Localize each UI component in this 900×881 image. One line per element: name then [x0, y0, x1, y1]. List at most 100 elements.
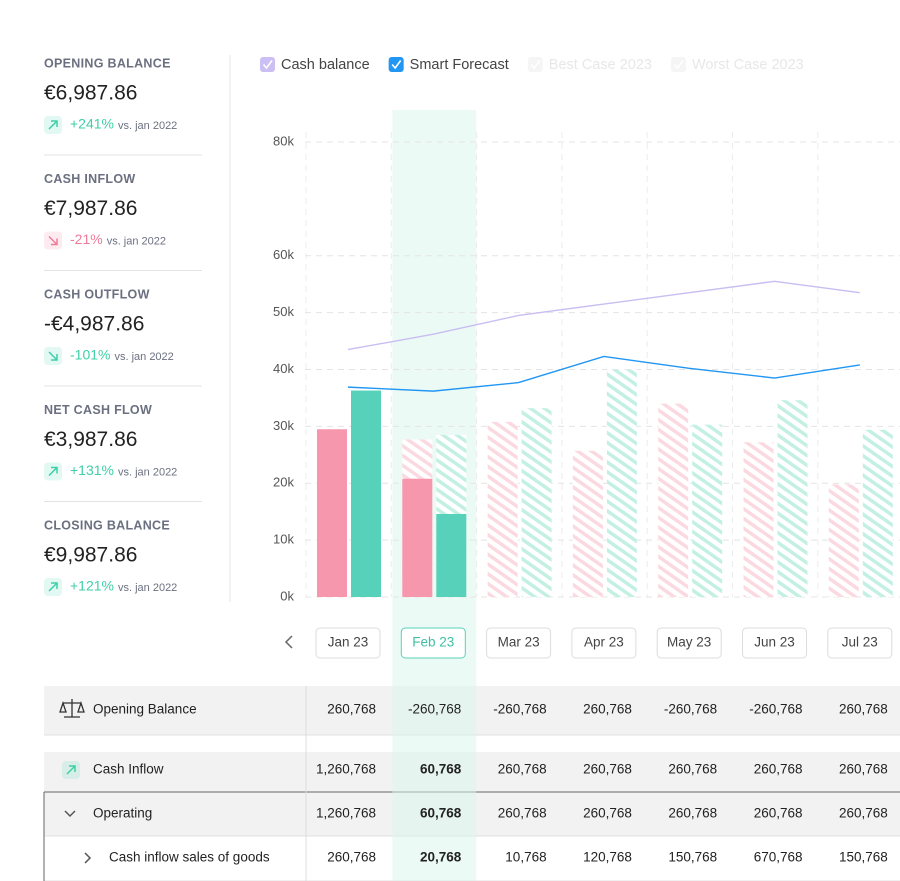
- checkmark: [262, 60, 273, 70]
- line: [347, 355, 860, 392]
- kpi-change: +241%: [70, 116, 114, 132]
- trend-icon: [48, 351, 58, 361]
- category-button[interactable]: [400, 627, 466, 659]
- kpi-label: CASH OUTFLOW: [44, 287, 150, 301]
- content-layer: OPENING BALANCE €6,987.86 +241% vs. jan 202…: [44, 56, 893, 865]
- forecast-bar: [606, 369, 637, 597]
- checkbox: [527, 57, 543, 72]
- row-label: Operating: [93, 806, 152, 821]
- cell: 260,768: [498, 806, 547, 821]
- collapse-toggle[interactable]: [64, 810, 76, 818]
- cell: 260,768: [583, 762, 632, 777]
- cell: 1,260,768: [316, 762, 376, 777]
- cell: -260,768: [749, 702, 802, 717]
- legend-item[interactable]: Best Case 2023: [527, 57, 652, 73]
- checkbox: [260, 57, 275, 72]
- legend-item[interactable]: Cash balance: [260, 57, 370, 73]
- trend-icon: [48, 466, 58, 477]
- category-button[interactable]: [315, 627, 381, 659]
- x-tick-label[interactable]: May 23: [667, 635, 711, 650]
- kpi-label: OPENING BALANCE: [44, 56, 171, 70]
- x-tick-label[interactable]: Jul 23: [842, 635, 878, 650]
- cell: -260,768: [493, 702, 546, 717]
- cell: 260,768: [583, 806, 632, 821]
- bar: [351, 390, 381, 597]
- cell: 260,768: [839, 762, 888, 777]
- y-tick-label: 80k: [273, 133, 294, 148]
- forecast-bar: [777, 400, 808, 597]
- category-button[interactable]: [571, 627, 637, 659]
- cell: 260,768: [754, 762, 803, 777]
- x-tick-label[interactable]: Jun 23: [754, 635, 795, 650]
- category-button[interactable]: [742, 627, 807, 659]
- cell: 260,768: [668, 806, 717, 821]
- checkmark: [391, 60, 402, 70]
- y-tick-label: 0k: [280, 588, 294, 603]
- legend-item[interactable]: Worst Case 2023: [670, 57, 804, 73]
- y-tick-label: 10k: [273, 532, 294, 547]
- y-tick-label: 30k: [273, 418, 294, 433]
- cell: 150,768: [839, 850, 888, 865]
- category-button[interactable]: [656, 627, 722, 659]
- cell: 60,768: [420, 806, 462, 821]
- cell: 260,768: [839, 702, 888, 717]
- kpi-value: €9,987.86: [44, 544, 137, 567]
- x-tick-label[interactable]: Jan 23: [328, 635, 369, 650]
- kpi-label: NET CASH FLOW: [44, 403, 152, 417]
- kpi-value: €6,987.86: [44, 82, 137, 105]
- row-label: Cash inflow sales of goods: [109, 850, 270, 865]
- cell: -260,768: [408, 702, 461, 717]
- kpi-change: -101%: [70, 347, 110, 363]
- inflow-icon: [66, 765, 76, 775]
- trend-icon: [48, 235, 58, 246]
- forecast-bar: [658, 403, 689, 597]
- cell: -260,768: [664, 702, 717, 717]
- kpi-note: vs. jan 2022: [118, 120, 177, 132]
- y-tick-label: 50k: [273, 304, 294, 319]
- forecast-bar: [572, 450, 603, 597]
- kpi-note: vs. jan 2022: [118, 582, 177, 594]
- y-tick-label: 40k: [273, 361, 294, 376]
- kpi-label: CLOSING BALANCE: [44, 518, 170, 532]
- category-button[interactable]: [827, 627, 893, 659]
- legend-item[interactable]: Smart Forecast: [388, 57, 509, 73]
- trend-icon: [48, 582, 58, 592]
- cell: 260,768: [327, 850, 376, 865]
- kpi-change: -21%: [70, 231, 103, 247]
- kpi-change: +121%: [70, 578, 114, 594]
- category-button[interactable]: [486, 627, 552, 659]
- row-label: Cash Inflow: [93, 762, 164, 777]
- cell: 670,768: [754, 850, 803, 865]
- expand-toggle[interactable]: [84, 852, 92, 864]
- x-tick-label[interactable]: Apr 23: [584, 635, 624, 650]
- checkbox: [670, 57, 686, 72]
- cell: 260,768: [839, 806, 888, 821]
- forecast-bar: [521, 408, 552, 597]
- forecast-bar: [692, 424, 723, 597]
- trend-icon: [48, 120, 58, 130]
- checkmark: [530, 60, 541, 70]
- forecast-bar: [828, 484, 859, 597]
- cell: 260,768: [668, 762, 717, 777]
- prev-button[interactable]: [284, 635, 293, 649]
- kpi-note: vs. jan 2022: [118, 466, 177, 478]
- cell: 150,768: [668, 850, 717, 865]
- kpi-note: vs. jan 2022: [114, 351, 173, 363]
- cell: 1,260,768: [316, 806, 376, 821]
- checkmark: [673, 60, 684, 70]
- cell: 260,768: [754, 806, 803, 821]
- y-tick-label: 60k: [273, 247, 294, 262]
- forecast-bar: [862, 429, 893, 597]
- cell: 20,768: [420, 850, 462, 865]
- kpi-note: vs. jan 2022: [107, 235, 166, 247]
- kpi-label: CASH INFLOW: [44, 172, 135, 186]
- bar: [317, 429, 347, 597]
- x-tick-label[interactable]: Mar 23: [498, 635, 540, 650]
- x-tick-label[interactable]: Feb 23: [412, 635, 454, 650]
- balance-icon: [59, 699, 85, 718]
- kpi-value: €7,987.86: [44, 197, 137, 220]
- bar: [402, 478, 433, 597]
- legend-label: Smart Forecast: [410, 57, 509, 73]
- kpi-change: +131%: [70, 462, 114, 478]
- kpi-value: €3,987.86: [44, 428, 137, 451]
